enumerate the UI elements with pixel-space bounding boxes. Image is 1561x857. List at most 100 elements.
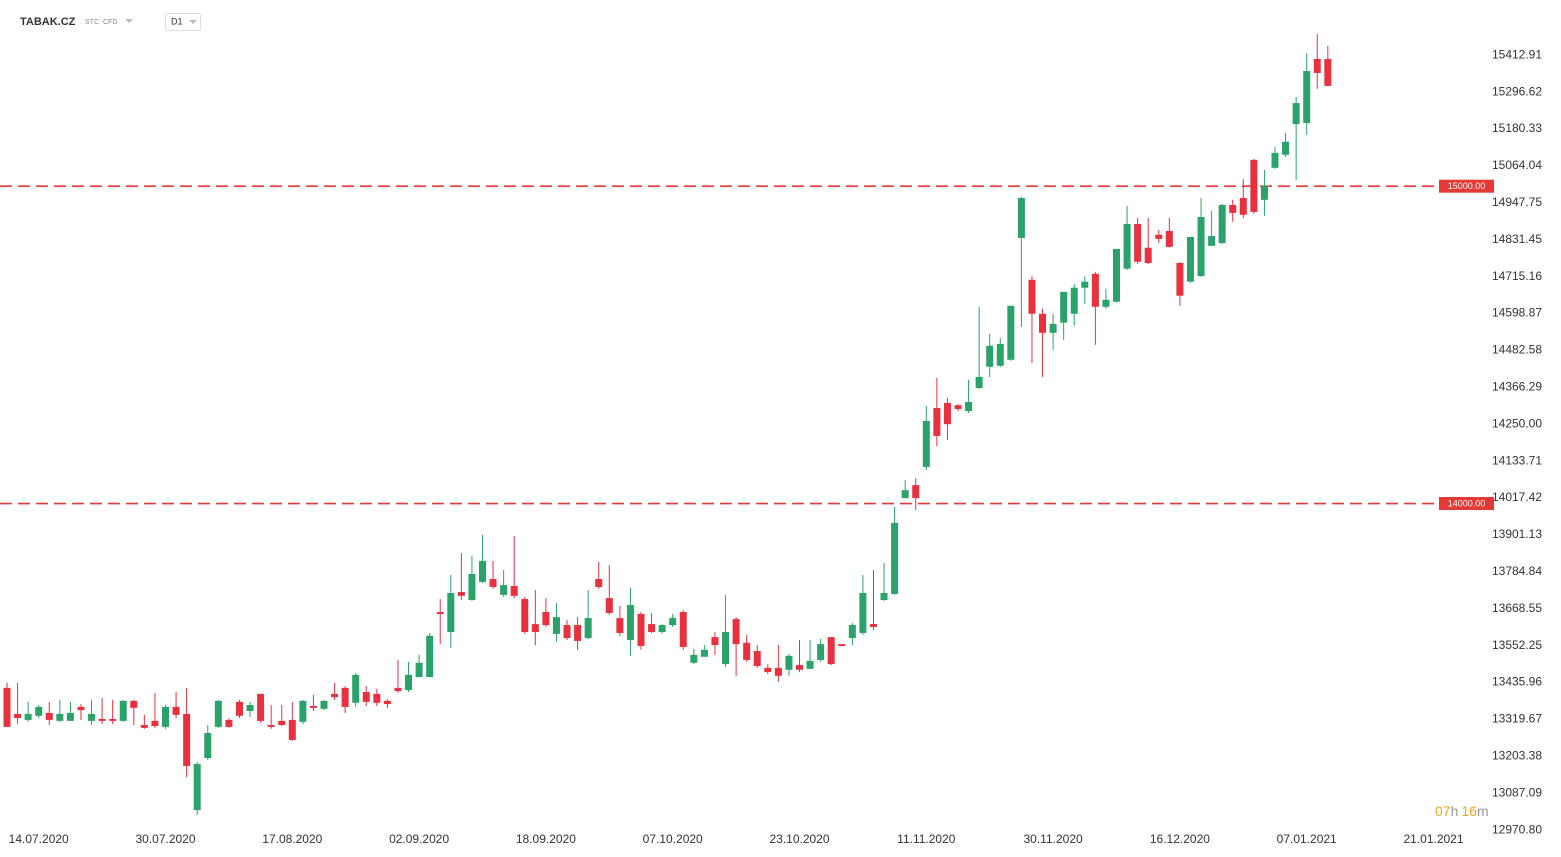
candle-body [77, 706, 85, 711]
candle-body [98, 718, 106, 721]
candle-body [1091, 273, 1099, 307]
y-tick-label: 15180.33 [1492, 121, 1542, 135]
candle-body [309, 705, 317, 708]
candle-body [690, 654, 698, 663]
candle-body [626, 605, 634, 640]
candle-body [457, 592, 465, 596]
candle-body [341, 687, 349, 707]
candle-body [66, 712, 74, 721]
candle-body [331, 693, 339, 698]
y-tick-label: 13901.13 [1492, 527, 1542, 541]
level-label: 15000.00 [1448, 181, 1486, 191]
candle-body [679, 612, 687, 647]
candle-body [1070, 287, 1078, 314]
candle-body [922, 421, 930, 468]
candle-body [183, 713, 191, 766]
candle-body [320, 700, 328, 709]
candle-body [1081, 281, 1089, 288]
y-tick-label: 13552.25 [1492, 638, 1542, 652]
x-tick-label: 16.12.2020 [1150, 832, 1210, 846]
candle-body [743, 642, 751, 660]
candle-body [848, 625, 856, 639]
x-tick-label: 07.10.2020 [643, 832, 703, 846]
candle-body [24, 713, 32, 720]
candle-body [943, 402, 951, 425]
candle-body [996, 343, 1004, 366]
candle-body [415, 662, 423, 678]
candle-body [584, 618, 592, 639]
candle-body [827, 637, 835, 665]
symbol[interactable]: TABAK.CZ [20, 16, 76, 28]
x-tick-label: 14.07.2020 [9, 832, 69, 846]
candle-body [257, 693, 265, 721]
countdown: 07h 16m [1435, 803, 1489, 819]
candle-body [869, 624, 877, 627]
candle-body [1260, 185, 1268, 200]
candle-body [1271, 152, 1279, 168]
candle-body [278, 720, 286, 726]
candle-body [510, 586, 518, 596]
y-tick-label: 15412.91 [1492, 47, 1542, 61]
candle-body [954, 405, 962, 409]
candle-body [859, 593, 867, 633]
candle-body [267, 725, 275, 727]
level-label: 14000.00 [1448, 498, 1486, 508]
countdown-minutes: 16 [1461, 803, 1477, 819]
candle-body [1028, 279, 1036, 314]
y-tick-label: 14598.87 [1492, 306, 1542, 320]
interval[interactable]: D1 [171, 16, 183, 26]
candle-body [574, 625, 582, 641]
candle-body [1113, 249, 1120, 302]
candle-body [172, 706, 180, 715]
candle-body [1007, 305, 1015, 360]
candle-body [119, 700, 127, 721]
candle-body [912, 485, 920, 499]
y-tick-label: 15064.04 [1492, 158, 1542, 172]
candle-body [700, 649, 708, 657]
candle-body [1218, 204, 1226, 244]
candle-body [711, 637, 719, 646]
y-tick-label: 14133.71 [1492, 453, 1542, 467]
interval-select[interactable] [165, 13, 201, 31]
candle-body [204, 732, 212, 759]
candle-body [479, 560, 486, 582]
y-tick-label: 13435.96 [1492, 675, 1542, 689]
candle-body [1186, 236, 1194, 282]
candle-body [151, 720, 159, 726]
x-tick-label: 11.11.2020 [897, 832, 956, 846]
candle-body [140, 725, 148, 728]
candle-body [880, 593, 888, 600]
candle-body [394, 687, 402, 692]
tag: STC [85, 19, 99, 26]
y-tick-label: 14250.00 [1492, 416, 1542, 430]
candle-body [3, 687, 11, 727]
candle-body [1313, 58, 1321, 73]
candle-body [891, 522, 899, 594]
x-tick-label: 21.01.2021 [1403, 832, 1463, 846]
candle-body [732, 619, 740, 645]
dropdown-arrow[interactable] [125, 19, 133, 23]
candle-body [1229, 204, 1237, 213]
candle-body [965, 401, 973, 412]
candle-body [552, 617, 560, 634]
candle-body [542, 612, 550, 626]
y-tick-label: 14482.58 [1492, 343, 1542, 357]
x-tick-label: 02.09.2020 [389, 832, 449, 846]
candle-body [796, 665, 803, 670]
candle-body [88, 713, 96, 721]
dropdown-arrow[interactable] [189, 20, 197, 24]
candle-body [1324, 58, 1332, 86]
candle-body [45, 712, 53, 720]
y-tick-label: 13087.09 [1492, 785, 1542, 799]
candle-body [605, 598, 613, 613]
countdown-hours: 07 [1435, 803, 1451, 819]
candle-body [1165, 230, 1173, 247]
candle-body [986, 345, 994, 367]
candle-body [447, 593, 455, 633]
candle-body [722, 632, 730, 665]
candle-body [436, 612, 444, 614]
x-tick-label: 30.11.2020 [1024, 832, 1083, 846]
candle-body [1060, 291, 1068, 323]
